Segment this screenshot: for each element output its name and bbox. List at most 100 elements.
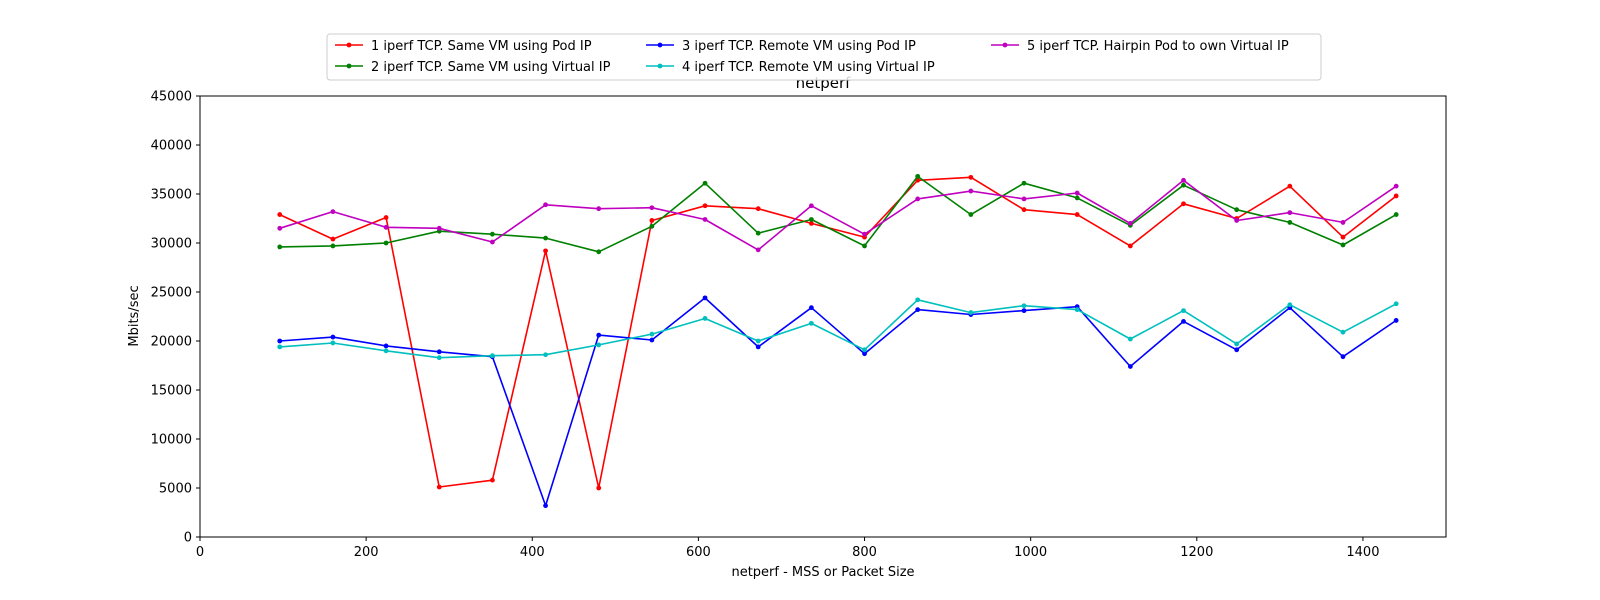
series-1-point <box>808 221 814 226</box>
series-2-point <box>1074 195 1080 201</box>
x-tick-label: 1200 <box>1180 545 1213 560</box>
y-tick-label: 0 <box>184 531 192 546</box>
series-2-point <box>543 235 548 241</box>
series-2-point <box>649 223 655 229</box>
series-1-point <box>1287 183 1293 189</box>
x-tick-label: 200 <box>354 545 379 560</box>
series-1-point <box>968 174 974 180</box>
series-5-point <box>330 209 336 215</box>
series-2-point <box>1181 182 1186 188</box>
series-1-point <box>1340 234 1346 240</box>
series-4-point <box>1127 336 1133 342</box>
series-2-point <box>915 173 921 179</box>
legend-box <box>326 33 1322 81</box>
series-1-point <box>1181 201 1186 207</box>
series-1-point <box>596 485 602 491</box>
y-tick-label: 35000 <box>151 188 192 203</box>
series-line-4 <box>279 298 1397 359</box>
series-5-point <box>1234 218 1240 223</box>
series-5-point <box>702 217 708 222</box>
legend-label: 5 iperf TCP. Hairpin Pod to own Virtual … <box>1027 39 1289 54</box>
series-4-point <box>1181 308 1186 314</box>
y-tick-label: 15000 <box>151 384 192 399</box>
series-5-point <box>543 202 548 208</box>
series-3-point <box>596 332 602 338</box>
y-tick-label: 45000 <box>151 90 192 105</box>
series-4-point <box>1021 303 1027 309</box>
x-tick-label: 1400 <box>1346 545 1379 560</box>
series-1-point <box>1021 207 1027 213</box>
legend-swatch-marker <box>657 42 663 48</box>
series-4-point <box>277 344 283 350</box>
series-5-point <box>649 205 655 211</box>
x-tick-label: 800 <box>852 545 877 560</box>
series-3-point <box>1234 347 1240 353</box>
series-4-point <box>968 310 974 315</box>
series-2-point <box>1021 180 1027 186</box>
series-5-point <box>1181 177 1186 183</box>
series-3-point <box>383 343 389 349</box>
series-5-point <box>596 206 602 212</box>
series-3-point <box>1393 318 1399 323</box>
series-1-point <box>702 203 708 209</box>
legend-label: 1 iperf TCP. Same VM using Pod IP <box>371 39 592 54</box>
series-3-point <box>277 338 283 344</box>
series-4-point <box>862 347 867 353</box>
series-2-point <box>489 231 495 237</box>
plot-frame <box>199 95 1447 538</box>
series-4-point <box>543 352 548 358</box>
series-4-point <box>489 353 495 359</box>
series-4-point <box>383 348 389 354</box>
y-axis: 0 5000 10000 15000 20000 25000 30000 35000 40000… <box>151 90 200 546</box>
y-tick-label: 40000 <box>151 139 192 154</box>
series-2-point <box>383 240 389 246</box>
series-2-point <box>330 243 336 249</box>
series-5-point <box>1021 196 1027 202</box>
series-5-point <box>808 203 814 209</box>
series-5-point <box>277 225 283 231</box>
y-axis-label: Mbits/sec <box>127 285 142 346</box>
series-2-point <box>1234 207 1240 213</box>
series-4-point <box>1340 329 1346 335</box>
legend-label: 3 iperf TCP. Remote VM using Pod IP <box>682 39 916 54</box>
x-tick-label: 0 <box>196 545 204 560</box>
series-3-point <box>808 305 814 311</box>
series-5-point <box>1340 220 1346 225</box>
x-tick-label: 1000 <box>1014 545 1047 560</box>
series-3-point <box>543 503 548 509</box>
series-5-point <box>1074 190 1080 196</box>
series-5-point <box>1287 210 1293 216</box>
series-1-point <box>330 236 336 242</box>
y-tick-label: 10000 <box>151 433 192 448</box>
series-5-point <box>436 225 442 231</box>
series-2-point <box>968 212 974 217</box>
series-line-2 <box>279 175 1397 253</box>
series-5-point <box>489 239 495 245</box>
series-4-point <box>596 342 602 348</box>
series-2-point <box>808 217 814 222</box>
legend-label: 2 iperf TCP. Same VM using Virtual IP <box>371 60 611 75</box>
legend-label: 4 iperf TCP. Remote VM using Virtual IP <box>682 60 935 75</box>
series-3-point <box>755 344 761 350</box>
series-1-point <box>436 484 442 490</box>
series-5-point <box>383 224 389 230</box>
series-2-point <box>862 243 867 249</box>
series-4-point <box>702 316 708 321</box>
legend-swatch-marker <box>346 63 352 69</box>
series-5-point <box>755 247 761 253</box>
series-4-point <box>808 320 814 326</box>
series-4-point <box>1234 341 1240 347</box>
y-tick-label: 20000 <box>151 335 192 350</box>
series-5-point <box>1127 221 1133 226</box>
series-3-point <box>649 337 655 343</box>
series-2-point <box>755 230 761 236</box>
series-1-point <box>383 215 389 220</box>
series-3-point <box>702 295 708 301</box>
series-4-point <box>330 340 336 346</box>
y-tick-label: 25000 <box>151 286 192 301</box>
plot-area <box>199 95 1447 538</box>
legend-swatch-marker <box>657 63 663 69</box>
series-3-point <box>330 334 336 340</box>
series-5-point <box>968 188 974 194</box>
